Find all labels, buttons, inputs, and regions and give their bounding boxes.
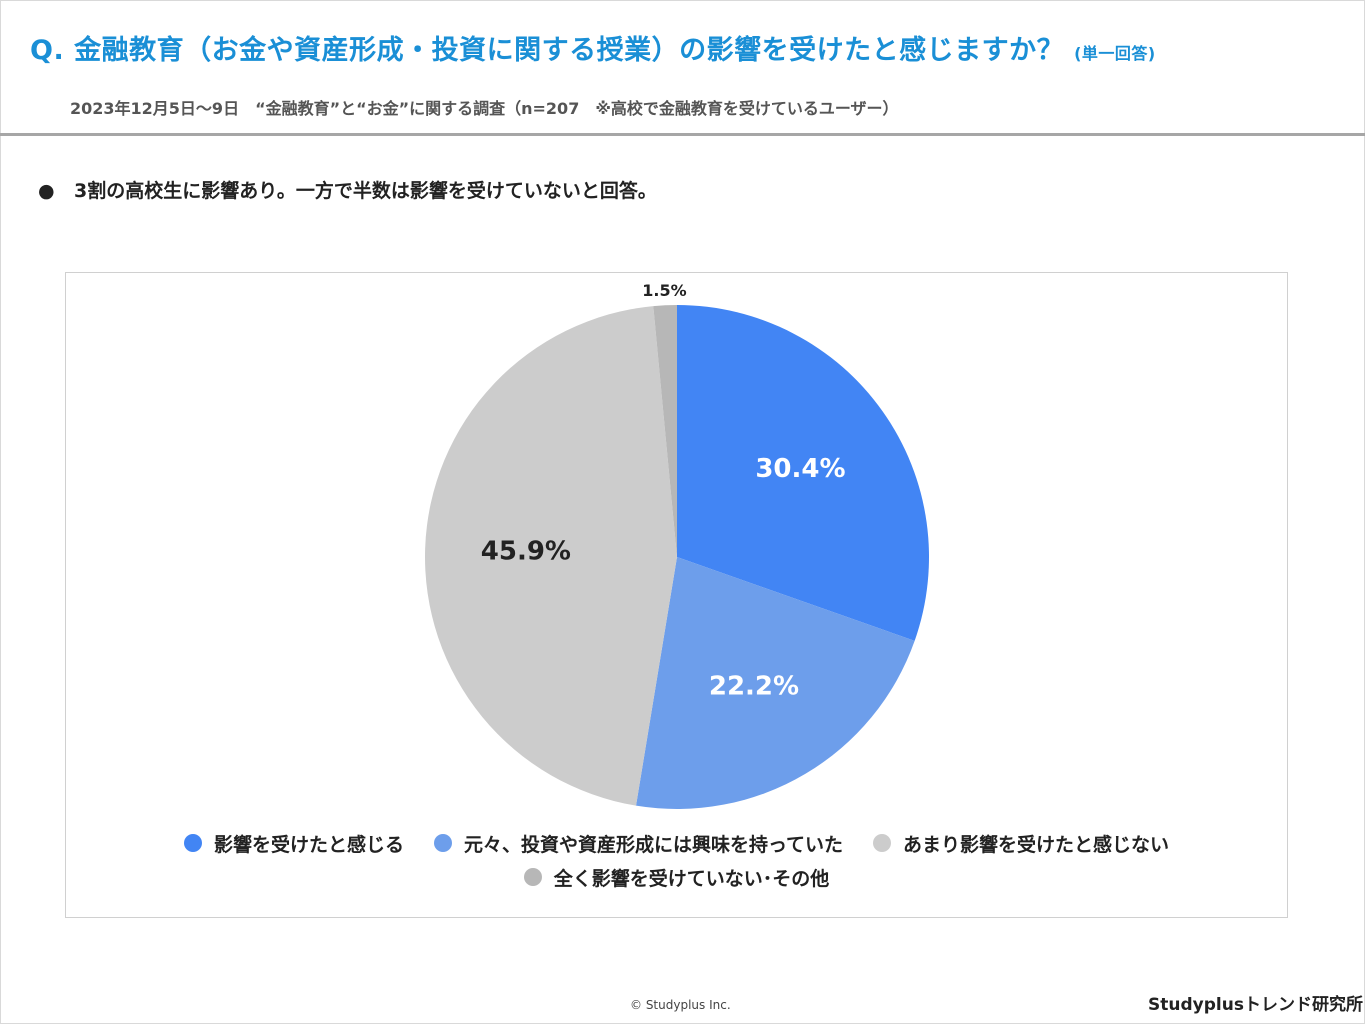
- brand-logo-text: Studyplusトレンド研究所: [1148, 995, 1363, 1015]
- copyright: © Studyplus Inc.: [630, 998, 731, 1012]
- legend-row-1: 影響を受けたと感じる 元々、投資や資産形成には興味を持っていた あまり影響を受け…: [66, 826, 1287, 860]
- bullet-icon: ●: [38, 180, 55, 202]
- slice-data-label: 45.9%: [481, 536, 571, 566]
- legend-dot-icon: [183, 834, 202, 852]
- legend-label: 全く影響を受けていない･その他: [553, 867, 830, 890]
- slice-data-label: 30.4%: [755, 454, 845, 484]
- legend-dot-icon: [433, 834, 452, 852]
- pie-slice: [424, 306, 677, 806]
- pie-chart: 30.4% 22.2% 45.9% 1.5%: [424, 281, 930, 809]
- chart-legend: 影響を受けたと感じる 元々、投資や資産形成には興味を持っていた あまり影響を受け…: [66, 826, 1287, 894]
- legend-label: 元々、投資や資産形成には興味を持っていた: [463, 833, 844, 856]
- legend-row-2: 全く影響を受けていない･その他: [66, 860, 1287, 894]
- legend-item: 全く影響を受けていない･その他: [523, 864, 830, 891]
- legend-dot-icon: [523, 868, 542, 886]
- legend-item: あまり影響を受けたと感じない: [873, 830, 1169, 857]
- page-title: Q. 金融教育（お金や資産形成・投資に関する授業）の影響を受けたと感じますか？ (…: [30, 28, 1156, 67]
- legend-dot-icon: [873, 834, 892, 852]
- title-note: (単一回答): [1074, 44, 1156, 63]
- header: Q. 金融教育（お金や資産形成・投資に関する授業）の影響を受けたと感じますか？ (…: [0, 0, 1365, 136]
- legend-item: 影響を受けたと感じる: [183, 830, 404, 857]
- slice-data-label: 1.5%: [642, 281, 686, 300]
- pie-slice: [636, 557, 915, 809]
- legend-item: 元々、投資や資産形成には興味を持っていた: [433, 830, 844, 857]
- pie-slice: [677, 305, 930, 641]
- summary-text: 3割の高校生に影響あり。一方で半数は影響を受けていないと回答。: [74, 180, 657, 202]
- slice-data-label: 22.2%: [709, 672, 799, 702]
- summary: ● 3割の高校生に影響あり。一方で半数は影響を受けていないと回答。: [38, 176, 657, 203]
- survey-subtitle: 2023年12月5日〜9日 “金融教育”と“お金”に関する調査（n=207 ※高…: [70, 99, 899, 118]
- chart-frame: 30.4% 22.2% 45.9% 1.5% 影響を受けたと感じる 元々、投資や資産形…: [65, 272, 1288, 918]
- legend-label: あまり影響を受けたと感じない: [903, 833, 1170, 856]
- pie-slice: [653, 305, 677, 557]
- legend-label: 影響を受けたと感じる: [213, 833, 404, 856]
- title-text: Q. 金融教育（お金や資産形成・投資に関する授業）の影響を受けたと感じますか？: [30, 35, 1065, 66]
